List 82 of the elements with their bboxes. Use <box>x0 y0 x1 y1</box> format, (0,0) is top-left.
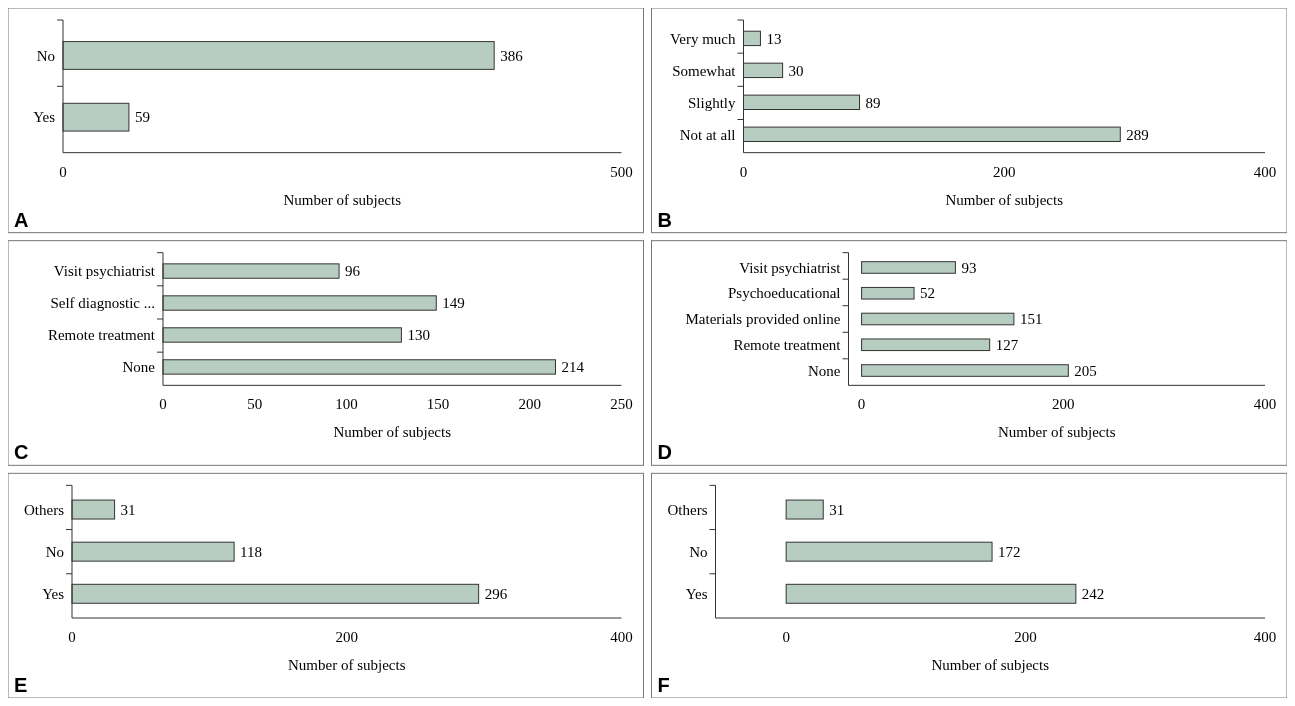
y-tick-label: Visit psychiatrist <box>53 263 156 280</box>
text: A <box>14 208 29 231</box>
x-axis-title: Number of subjects <box>931 657 1050 673</box>
data-label: 127 <box>995 337 1019 354</box>
data-label: 13 <box>766 30 782 47</box>
y-tick-label: Yes <box>685 586 708 603</box>
y-tick-label: Remote treatment <box>47 327 156 344</box>
data-label: 214 <box>561 359 585 376</box>
x-tick-label: 0 <box>782 629 790 645</box>
y-tick-label: No <box>689 543 708 560</box>
text: E <box>14 674 28 696</box>
y-tick-label: Not at all <box>679 126 736 143</box>
data-label: 31 <box>120 501 136 518</box>
data-label: 31 <box>829 501 845 518</box>
x-axis-title: Number of subjects <box>283 191 402 208</box>
x-tick-label: 200 <box>993 163 1016 180</box>
y-tick-label: Self diagnostic ... <box>50 295 155 312</box>
bar <box>861 312 1015 326</box>
bar <box>861 261 956 274</box>
y-tick-label: Somewhat <box>672 62 737 79</box>
text: B <box>657 208 672 231</box>
x-tick-label: 250 <box>610 396 633 413</box>
bar <box>785 583 1077 604</box>
y-tick-label: Others <box>24 501 65 518</box>
bar <box>785 541 993 562</box>
text: F <box>657 674 670 696</box>
x-tick-label: 400 <box>1253 629 1277 645</box>
x-tick-label: 50 <box>247 396 263 413</box>
data-label: 149 <box>442 295 465 312</box>
x-tick-label: 0 <box>159 396 167 413</box>
x-tick-label: 0 <box>857 396 866 413</box>
y-tick-label: Slightly <box>687 94 736 111</box>
y-tick-label: Remote treatment <box>733 337 842 354</box>
x-tick-label: 200 <box>1014 629 1037 645</box>
data-label: 118 <box>240 543 263 560</box>
bar <box>861 364 1069 377</box>
y-tick-label: No <box>45 543 64 560</box>
y-tick-label: Yes <box>33 109 56 126</box>
text: D <box>657 441 672 464</box>
y-tick-label: Others <box>667 501 708 518</box>
x-axis-title: Number of subjects <box>998 424 1116 441</box>
x-tick-label: 400 <box>1253 163 1277 180</box>
bar <box>861 286 915 300</box>
data-label: 59 <box>134 109 150 126</box>
data-label: 242 <box>1081 586 1105 603</box>
data-label: 89 <box>865 94 881 111</box>
y-tick-label: None <box>122 359 156 376</box>
x-tick-label: 500 <box>610 163 633 180</box>
text: C <box>14 441 29 464</box>
data-label: 93 <box>961 259 977 276</box>
data-label: 96 <box>345 263 361 280</box>
x-tick-label: 0 <box>59 163 67 180</box>
y-tick-label: Very much <box>670 30 736 47</box>
x-tick-label: 100 <box>335 396 358 413</box>
data-label: 205 <box>1074 362 1097 379</box>
data-label: 30 <box>788 62 804 79</box>
y-tick-label: Materials provided online <box>685 311 841 328</box>
x-tick-label: 150 <box>426 396 450 413</box>
y-tick-label: No <box>36 47 55 64</box>
y-tick-label: Psychoeducational <box>728 285 841 302</box>
x-tick-label: 200 <box>1052 396 1075 413</box>
x-axis-title: Number of subjects <box>945 191 1064 208</box>
bar <box>785 499 824 520</box>
x-tick-label: 0 <box>739 163 748 180</box>
y-tick-label: Visit psychiatrist <box>739 259 842 276</box>
x-tick-label: 400 <box>610 629 633 645</box>
data-label: 151 <box>1019 311 1043 328</box>
x-axis-title: Number of subjects <box>333 424 452 441</box>
x-axis-title: Number of subjects <box>288 657 406 673</box>
data-label: 386 <box>500 47 524 64</box>
data-label: 52 <box>920 285 936 302</box>
x-tick-label: 200 <box>335 629 358 645</box>
data-label: 130 <box>407 327 430 344</box>
x-tick-label: 400 <box>1253 396 1277 413</box>
x-tick-label: 0 <box>68 629 76 645</box>
bar <box>861 338 991 352</box>
data-label: 289 <box>1126 126 1149 143</box>
data-label: 296 <box>484 586 508 603</box>
x-tick-label: 200 <box>518 396 542 413</box>
data-label: 172 <box>998 543 1021 560</box>
y-tick-label: None <box>808 362 841 379</box>
y-tick-label: Yes <box>42 586 65 603</box>
